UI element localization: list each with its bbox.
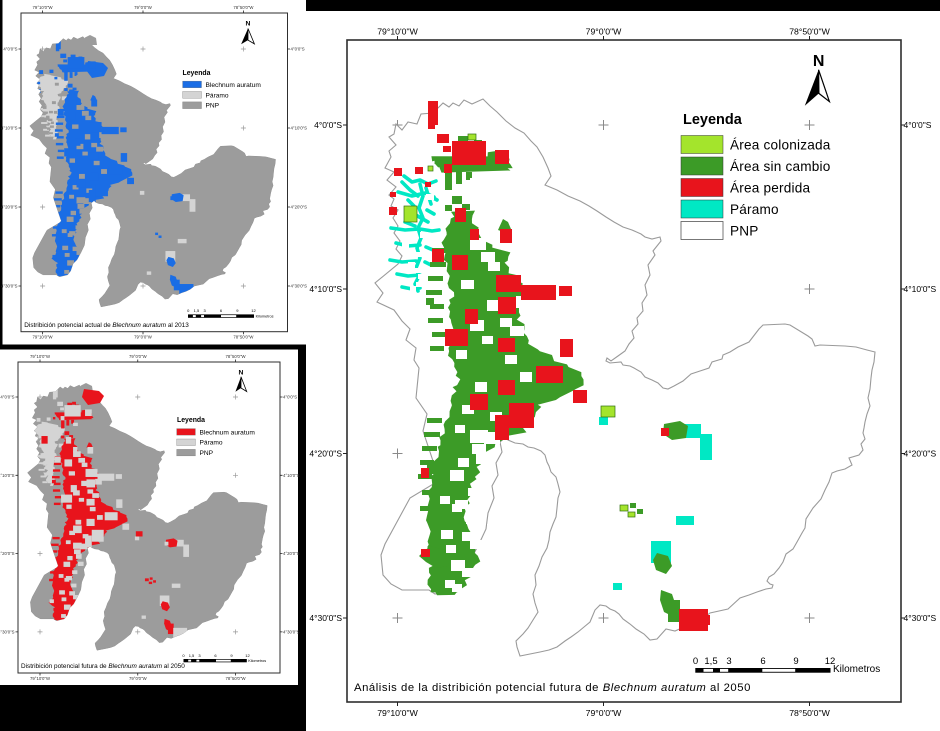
svg-text:PNP: PNP xyxy=(206,103,220,110)
svg-text:79°0'0"W: 79°0'0"W xyxy=(586,27,623,37)
svg-text:Kilometros: Kilometros xyxy=(248,659,266,663)
svg-text:4°0'0"S: 4°0'0"S xyxy=(0,395,14,400)
svg-text:4°0'0"S: 4°0'0"S xyxy=(314,120,342,130)
svg-text:PNP: PNP xyxy=(730,224,759,239)
svg-text:4°10'0"S: 4°10'0"S xyxy=(1,126,18,131)
svg-text:3: 3 xyxy=(726,656,731,667)
svg-text:78°50'0"W: 78°50'0"W xyxy=(225,354,246,359)
svg-text:4°30'0"S: 4°30'0"S xyxy=(291,284,308,289)
svg-text:78°50'0"W: 78°50'0"W xyxy=(789,708,830,718)
svg-text:N: N xyxy=(246,21,251,28)
svg-text:Leyenda: Leyenda xyxy=(177,417,205,424)
svg-text:4°10'0"S: 4°10'0"S xyxy=(0,473,15,478)
svg-text:79°10'0"W: 79°10'0"W xyxy=(377,708,418,718)
svg-text:0: 0 xyxy=(187,308,190,313)
svg-text:4°0'0"S: 4°0'0"S xyxy=(283,395,297,400)
svg-text:4°20'0"S: 4°20'0"S xyxy=(0,551,15,556)
svg-text:4°20'0"S: 4°20'0"S xyxy=(283,551,300,556)
svg-text:4°30'0"S: 4°30'0"S xyxy=(904,613,937,623)
svg-text:Análisis de la distribición po: Análisis de la distribición potencial fu… xyxy=(354,682,751,694)
svg-text:N: N xyxy=(813,53,825,70)
svg-text:PNP: PNP xyxy=(200,450,214,457)
svg-text:6: 6 xyxy=(220,308,223,313)
svg-text:0: 0 xyxy=(693,656,698,667)
svg-text:12: 12 xyxy=(245,653,250,658)
svg-text:Área perdida: Área perdida xyxy=(730,181,810,196)
svg-text:Kilometros: Kilometros xyxy=(256,315,274,319)
svg-text:6: 6 xyxy=(760,656,765,667)
svg-text:4°0'0"S: 4°0'0"S xyxy=(291,47,305,52)
svg-text:0: 0 xyxy=(182,653,185,658)
svg-text:79°10'0"W: 79°10'0"W xyxy=(33,5,54,10)
svg-text:79°10'0"W: 79°10'0"W xyxy=(30,354,51,359)
svg-text:79°0'0"W: 79°0'0"W xyxy=(129,676,148,681)
svg-text:Área colonizada: Área colonizada xyxy=(730,138,831,153)
svg-text:78°50'0"W: 78°50'0"W xyxy=(233,335,254,340)
svg-text:4°10'0"S: 4°10'0"S xyxy=(291,126,308,131)
svg-text:4°0'0"S: 4°0'0"S xyxy=(904,120,932,130)
svg-text:Distribición potencial futura: Distribición potencial futura de Blechnu… xyxy=(21,663,185,670)
svg-text:12: 12 xyxy=(251,308,256,313)
svg-text:Leyenda: Leyenda xyxy=(683,112,743,128)
svg-text:4°20'0"S: 4°20'0"S xyxy=(291,205,308,210)
svg-text:4°10'0"S: 4°10'0"S xyxy=(309,284,342,294)
svg-text:79°0'0"W: 79°0'0"W xyxy=(134,5,153,10)
svg-text:1,5: 1,5 xyxy=(704,656,717,667)
svg-text:9: 9 xyxy=(230,653,233,658)
svg-text:Leyenda: Leyenda xyxy=(183,70,211,77)
svg-text:79°10'0"W: 79°10'0"W xyxy=(377,27,418,37)
svg-text:4°30'0"S: 4°30'0"S xyxy=(1,284,18,289)
svg-text:6: 6 xyxy=(214,653,217,658)
svg-text:9: 9 xyxy=(236,308,239,313)
svg-text:79°0'0"W: 79°0'0"W xyxy=(134,335,153,340)
svg-text:79°0'0"W: 79°0'0"W xyxy=(586,708,623,718)
svg-text:Páramo: Páramo xyxy=(730,202,779,217)
svg-text:4°20'0"S: 4°20'0"S xyxy=(904,449,937,459)
svg-text:4°30'0"S: 4°30'0"S xyxy=(283,629,300,634)
svg-text:78°50'0"W: 78°50'0"W xyxy=(225,676,246,681)
svg-text:3: 3 xyxy=(203,308,206,313)
svg-text:Área sin cambio: Área sin cambio xyxy=(730,159,830,174)
svg-text:4°20'0"S: 4°20'0"S xyxy=(1,205,18,210)
svg-text:4°30'0"S: 4°30'0"S xyxy=(309,613,342,623)
svg-text:78°50'0"W: 78°50'0"W xyxy=(233,5,254,10)
svg-text:N: N xyxy=(239,369,244,376)
svg-text:1,5: 1,5 xyxy=(194,308,200,313)
svg-text:1,5: 1,5 xyxy=(189,653,195,658)
svg-text:12: 12 xyxy=(825,656,836,667)
svg-text:79°10'0"W: 79°10'0"W xyxy=(33,335,54,340)
svg-text:Kilometros: Kilometros xyxy=(833,664,880,675)
svg-text:79°0'0"W: 79°0'0"W xyxy=(129,354,148,359)
svg-text:78°50'0"W: 78°50'0"W xyxy=(789,27,830,37)
svg-text:Blechnum auratum: Blechnum auratum xyxy=(200,429,256,436)
svg-text:9: 9 xyxy=(793,656,798,667)
svg-text:Blechnum auratum: Blechnum auratum xyxy=(206,82,262,89)
svg-text:79°10'0"W: 79°10'0"W xyxy=(30,676,51,681)
svg-text:3: 3 xyxy=(198,653,201,658)
svg-text:4°10'0"S: 4°10'0"S xyxy=(283,473,300,478)
svg-text:4°10'0"S: 4°10'0"S xyxy=(904,284,937,294)
svg-text:Páramo: Páramo xyxy=(206,92,229,99)
svg-text:Distribición potencial actual: Distribición potencial actual de Blechnu… xyxy=(24,322,189,329)
svg-text:4°20'0"S: 4°20'0"S xyxy=(309,449,342,459)
svg-text:Páramo: Páramo xyxy=(200,440,223,447)
svg-text:4°30'0"S: 4°30'0"S xyxy=(0,629,15,634)
svg-text:4°0'0"S: 4°0'0"S xyxy=(3,47,17,52)
